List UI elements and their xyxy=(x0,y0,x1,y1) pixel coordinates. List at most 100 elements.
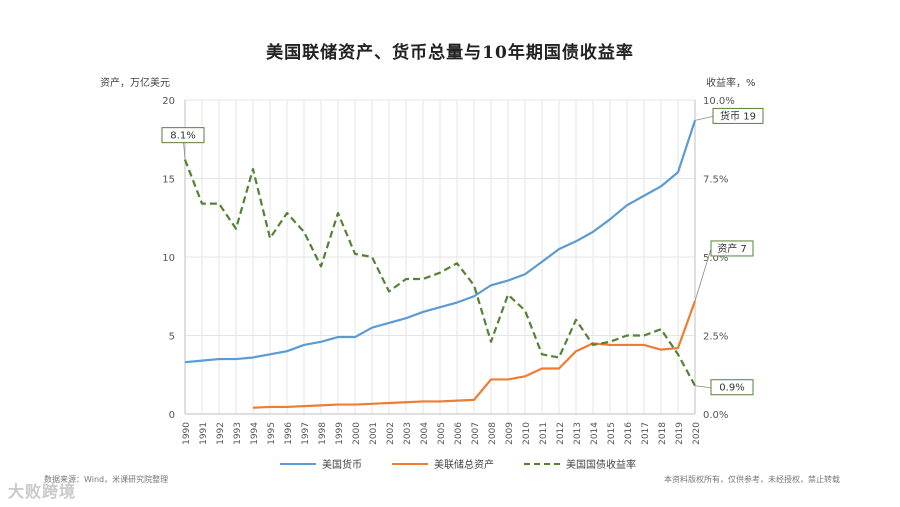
data-point-2 xyxy=(626,334,628,336)
data-point-1 xyxy=(320,404,322,406)
data-point-1 xyxy=(575,350,577,352)
data-point-0 xyxy=(592,231,594,233)
data-point-1 xyxy=(643,344,645,346)
data-point-2 xyxy=(677,353,679,355)
data-point-1 xyxy=(405,401,407,403)
data-point-2 xyxy=(371,256,373,258)
annotation-label: 货币 19 xyxy=(720,109,756,122)
annotation-leader xyxy=(694,385,712,389)
x-tick-label: 2011 xyxy=(539,422,549,445)
y-tick-label-right: 2.5% xyxy=(703,332,728,343)
data-point-2 xyxy=(660,328,662,330)
data-point-0 xyxy=(388,322,390,324)
data-point-0 xyxy=(626,204,628,206)
data-point-2 xyxy=(524,309,526,311)
legend-label-fed-assets: 美联储总资产 xyxy=(434,460,494,471)
data-point-2 xyxy=(422,278,424,280)
data-point-1 xyxy=(388,402,390,404)
x-tick-label: 2018 xyxy=(658,422,668,445)
data-point-0 xyxy=(490,284,492,286)
annotation-label: 0.9% xyxy=(719,383,744,394)
data-point-1 xyxy=(354,403,356,405)
data-point-0 xyxy=(609,218,611,220)
y-tick-label-right: 0.0% xyxy=(703,410,728,421)
y-tick-label-right: 5.0% xyxy=(703,253,728,264)
annotation-label: 8.1% xyxy=(170,131,195,142)
data-point-0 xyxy=(252,356,254,358)
x-tick-label: 2015 xyxy=(607,422,617,445)
x-tick-label: 2010 xyxy=(522,422,532,445)
data-point-1 xyxy=(490,378,492,380)
data-point-2 xyxy=(643,334,645,336)
data-point-2 xyxy=(405,278,407,280)
data-point-0 xyxy=(677,171,679,173)
data-point-1 xyxy=(456,399,458,401)
x-tick-label: 2020 xyxy=(692,422,702,445)
right-axis-title: 收益率，% xyxy=(706,78,756,89)
y-tick-label-left: 15 xyxy=(162,175,175,186)
y-tick-label-right: 7.5% xyxy=(703,175,728,186)
x-tick-label: 1990 xyxy=(182,422,192,445)
annotation-box xyxy=(710,379,754,396)
legend-swatch-fed-assets xyxy=(392,462,428,465)
x-tick-label: 2003 xyxy=(403,422,413,445)
y-tick-label-left: 20 xyxy=(162,96,175,107)
annotation-box xyxy=(161,127,205,144)
legend-swatch-money xyxy=(280,462,316,465)
x-tick-label: 1997 xyxy=(301,422,311,445)
data-point-0 xyxy=(235,358,237,360)
data-point-0 xyxy=(405,317,407,319)
data-point-0 xyxy=(575,240,577,242)
x-tick-label: 2006 xyxy=(454,422,464,445)
data-point-1 xyxy=(303,405,305,407)
legend-item-fed-assets: 美联储总资产 xyxy=(392,456,494,471)
data-point-1 xyxy=(439,400,441,402)
data-point-1 xyxy=(660,348,662,350)
x-tick-label: 2012 xyxy=(556,422,566,445)
annotation-box xyxy=(710,240,754,257)
data-point-0 xyxy=(456,301,458,303)
x-tick-label: 2001 xyxy=(369,422,379,445)
annotation-leader xyxy=(694,116,714,121)
data-point-2 xyxy=(218,202,220,204)
series-line-1 xyxy=(252,300,697,409)
x-tick-label: 2004 xyxy=(420,422,430,445)
data-point-2 xyxy=(235,228,237,230)
x-tick-label: 1995 xyxy=(267,422,277,445)
x-tick-label: 2008 xyxy=(488,422,498,445)
data-point-0 xyxy=(660,185,662,187)
data-point-0 xyxy=(337,336,339,338)
x-tick-label: 2013 xyxy=(573,422,583,445)
y-tick-label-right: 10.0% xyxy=(703,96,735,107)
legend-label-yield: 美国国债收益率 xyxy=(566,460,636,471)
x-tick-label: 2005 xyxy=(437,422,447,445)
series-line-0 xyxy=(184,120,697,364)
x-tick-label: 1994 xyxy=(250,422,260,445)
data-point-0 xyxy=(320,341,322,343)
x-tick-label: 2007 xyxy=(471,422,481,445)
data-point-0 xyxy=(643,195,645,197)
chart-title: 美国联储资产、货币总量与10年期国债收益率 xyxy=(266,43,634,63)
data-point-2 xyxy=(354,253,356,255)
data-point-0 xyxy=(524,273,526,275)
data-point-1 xyxy=(609,344,611,346)
data-point-2 xyxy=(320,265,322,267)
data-point-1 xyxy=(337,403,339,405)
x-tick-label: 1992 xyxy=(216,422,226,445)
data-point-0 xyxy=(507,279,509,281)
x-tick-label: 1996 xyxy=(284,422,294,445)
y-tick-label-left: 0 xyxy=(169,410,175,421)
data-point-0 xyxy=(422,311,424,313)
left-axis-title: 资产，万亿美元 xyxy=(100,78,170,89)
data-point-2 xyxy=(201,202,203,204)
source-note: 数据来源：Wind，米课研究院整理 xyxy=(44,475,169,484)
data-point-2 xyxy=(303,231,305,233)
data-point-2 xyxy=(473,284,475,286)
data-point-1 xyxy=(422,400,424,402)
x-tick-label: 2019 xyxy=(675,422,685,445)
x-tick-label: 2016 xyxy=(624,422,634,445)
data-point-1 xyxy=(252,407,254,409)
x-tick-label: 2000 xyxy=(352,422,362,445)
x-tick-label: 2014 xyxy=(590,422,600,445)
